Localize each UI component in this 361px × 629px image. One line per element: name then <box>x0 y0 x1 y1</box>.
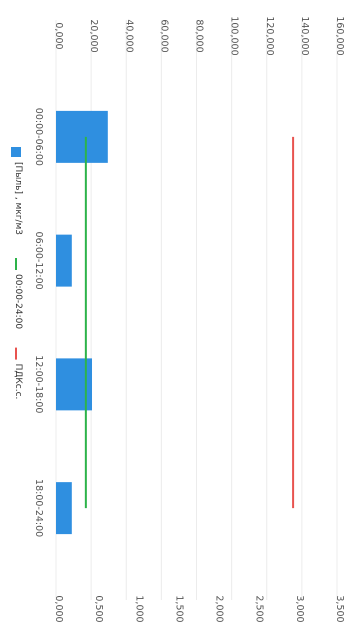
category-label: 00:00-06:00 <box>33 108 44 166</box>
right-axis-tick-label: 2,500 <box>254 595 265 622</box>
category-label: 12:00-18:00 <box>33 355 44 413</box>
left-axis-tick-label: 140,000 <box>299 16 310 55</box>
right-axis-tick-label: 1,000 <box>133 595 144 622</box>
left-axis-tick-label: 100,000 <box>229 16 240 55</box>
legend: [Пыль] , мкг/м3 00:00-24:00 ПДКс.с. <box>11 147 23 399</box>
left-axis-tick-label: 40,000 <box>123 19 134 52</box>
bar <box>56 234 72 287</box>
right-axis-tick-label: 1,500 <box>173 595 184 622</box>
legend-label: 00:00-24:00 <box>13 274 23 329</box>
right-axis-tick-label: 0,000 <box>53 595 64 622</box>
right-axis-tick-label: 0,500 <box>93 595 104 622</box>
left-axis-tick-label: 60,000 <box>158 19 169 52</box>
category-labels: 00:00-06:00 06:00-12:00 12:00-18:00 18:00-2… <box>33 108 44 537</box>
left-axis-ticks: 0,000 20,000 40,000 60,000 80,000 100,000 120,… <box>53 16 345 55</box>
legend-label: ПДКс.с. <box>13 364 23 400</box>
legend-label: [Пыль] , мкг/м3 <box>13 162 23 235</box>
category-label: 06:00-12:00 <box>33 232 44 290</box>
bar <box>56 482 72 535</box>
bar-series <box>56 110 108 535</box>
category-label: 18:00-24:00 <box>33 479 44 537</box>
left-axis-tick-label: 0,000 <box>53 22 64 49</box>
left-axis-tick-label: 20,000 <box>88 19 99 52</box>
left-axis-tick-label: 80,000 <box>194 19 205 52</box>
right-axis-tick-label: 3,000 <box>294 595 305 622</box>
right-axis-ticks: 0,000 0,500 1,000 1,500 2,000 2,500 3,000 3,500 <box>53 595 345 622</box>
right-axis-tick-label: 3,500 <box>334 595 345 622</box>
grid-lines <box>55 20 338 600</box>
line-series <box>84 136 295 509</box>
right-axis-tick-label: 2,000 <box>214 595 225 622</box>
bar <box>56 110 108 163</box>
left-axis-tick-label: 160,000 <box>334 16 345 55</box>
left-axis-tick-label: 120,000 <box>264 16 275 55</box>
legend-swatch <box>11 147 21 157</box>
